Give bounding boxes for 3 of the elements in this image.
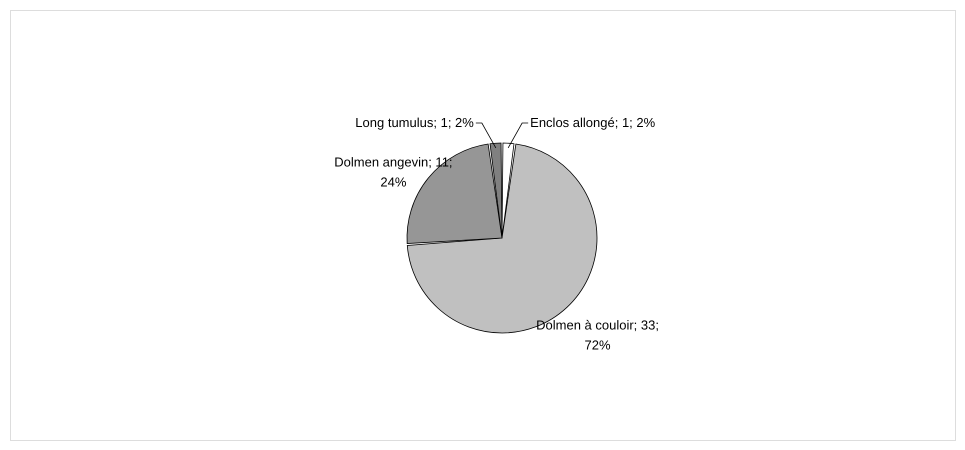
slice-label: Long tumulus; 1; 2% [355, 115, 474, 130]
slice-label: Dolmen à couloir; 33; 72% [536, 318, 659, 353]
slice-label: Enclos allongé; 1; 2% [530, 115, 656, 130]
